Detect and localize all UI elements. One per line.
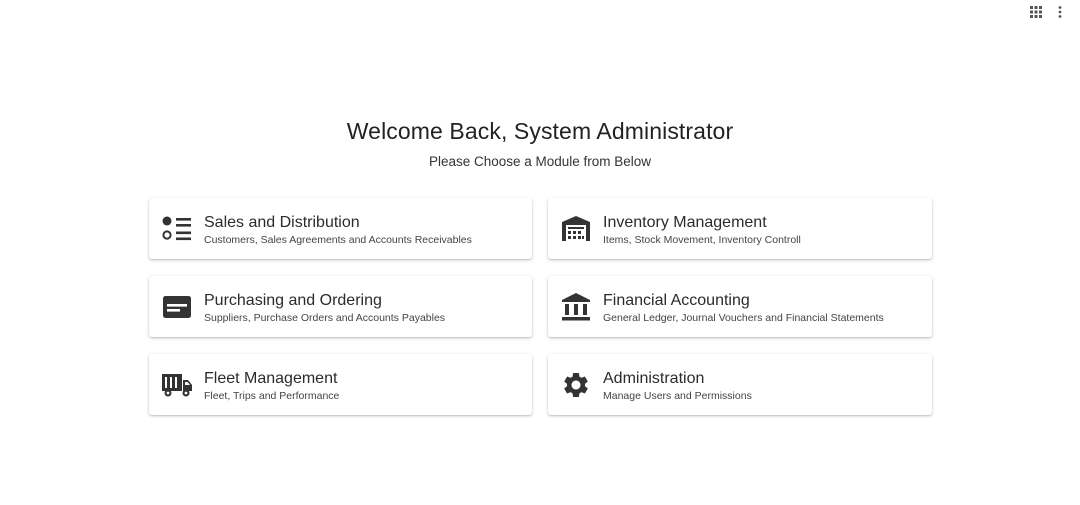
module-title: Fleet Management [204,370,338,387]
more-vert-icon [1058,6,1062,18]
list-icon [161,216,191,240]
apps-grid-button[interactable] [1028,4,1044,20]
more-menu-button[interactable] [1052,4,1068,20]
warehouse-icon [561,216,590,241]
page-subtitle: Please Choose a Module from Below [428,154,652,169]
welcome-header: Welcome Back, System Administrator Pleas… [0,118,1080,169]
module-title: Administration [603,370,705,387]
bank-icon [561,292,590,320]
module-card-purchasing[interactable]: Purchasing and Ordering Suppliers, Purch… [149,276,532,337]
top-toolbar [1028,0,1080,20]
module-title: Sales and Distribution [204,214,360,231]
module-description: General Ledger, Journal Vouchers and Fin… [603,312,884,324]
module-title: Inventory Management [603,214,767,231]
grid-icon [1030,6,1042,18]
module-description: Customers, Sales Agreements and Accounts… [204,234,472,246]
module-card-financial[interactable]: Financial Accounting General Ledger, Jou… [548,276,932,337]
module-description: Fleet, Trips and Performance [204,390,340,402]
module-grid: Sales and Distribution Customers, Sales … [149,198,932,415]
module-card-fleet[interactable]: Fleet Management Fleet, Trips and Perfor… [149,354,532,415]
page-title: Welcome Back, System Administrator [346,118,734,144]
module-description: Suppliers, Purchase Orders and Accounts … [204,312,446,324]
module-description: Manage Users and Permissions [603,390,752,402]
module-card-inventory[interactable]: Inventory Management Items, Stock Moveme… [548,198,932,259]
card-icon [162,295,191,318]
module-card-sales[interactable]: Sales and Distribution Customers, Sales … [149,198,532,259]
module-description: Items, Stock Movement, Inventory Control… [603,234,801,246]
module-title: Purchasing and Ordering [204,292,382,309]
module-title: Financial Accounting [603,292,750,309]
module-card-administration[interactable]: Administration Manage Users and Permissi… [548,354,932,415]
truck-icon [161,373,192,396]
gear-icon [563,372,588,397]
